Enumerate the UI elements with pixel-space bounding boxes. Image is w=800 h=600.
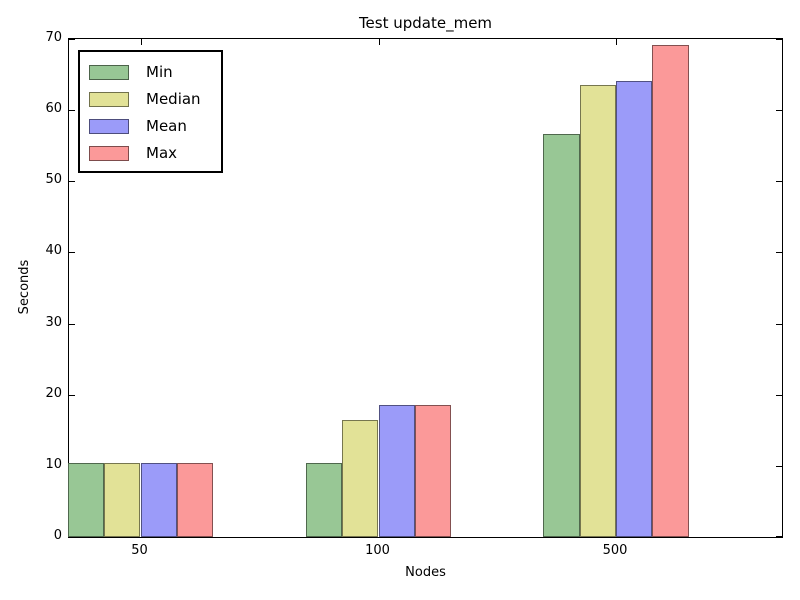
legend-swatch-median [89,92,129,107]
legend-swatch-min [89,65,129,80]
y-tick-label: 40 [45,243,62,259]
bar-median-500 [579,85,616,537]
legend-item-min: Min [89,59,221,86]
y-tick-right [776,39,782,40]
bar-min-100 [305,463,343,537]
legend-label: Min [146,63,173,81]
y-tick-left [69,181,75,182]
y-tick-right [776,181,782,182]
bar-max-500 [652,44,689,537]
legend-item-max: Max [89,140,221,167]
y-tick-label: 0 [53,528,62,543]
bar-min-500 [543,133,580,537]
y-tick-left [69,110,75,111]
x-tick-top [616,39,617,45]
legend-item-median: Median [89,86,221,113]
legend-swatch-max [89,146,129,161]
x-tick-label: 50 [131,543,148,558]
x-tick-top [141,39,142,45]
y-tick-label: 70 [45,30,62,45]
y-tick-left [69,395,75,396]
bar-max-100 [414,405,452,537]
legend-label: Median [146,90,201,108]
bar-median-50 [104,463,141,537]
legend: Min Median Mean Max [78,50,223,173]
bar-mean-500 [616,81,653,537]
legend-swatch-mean [89,119,129,134]
y-tick-right [776,252,782,253]
y-tick-left [69,252,75,253]
chart-title: Test update_mem [358,14,493,32]
bar-max-50 [176,463,214,537]
bar-mean-50 [140,463,177,537]
y-axis-label: Seconds [17,259,32,315]
y-tick-right [776,324,782,325]
bar-median-100 [342,419,379,537]
y-tick-label: 60 [45,101,62,117]
legend-item-mean: Mean [89,113,221,140]
y-tick-right [776,110,782,111]
legend-label: Mean [146,117,187,135]
y-tick-label: 10 [45,456,62,472]
bar-mean-100 [378,405,415,537]
y-tick-right [776,466,782,467]
x-tick-label: 100 [365,543,390,558]
y-tick-right [776,395,782,396]
y-tick-label: 30 [45,314,62,330]
x-axis-label: Nodes [405,565,446,580]
legend-label: Max [146,144,178,162]
plot-area [67,38,783,538]
y-tick-right [776,536,782,537]
y-tick-label: 20 [45,385,62,401]
x-tick-top [379,39,380,45]
x-tick-label: 500 [602,543,628,558]
y-tick-left [69,324,75,325]
y-tick-left [69,39,75,40]
bar-min-50 [67,463,105,537]
y-tick-label: 50 [45,172,62,188]
